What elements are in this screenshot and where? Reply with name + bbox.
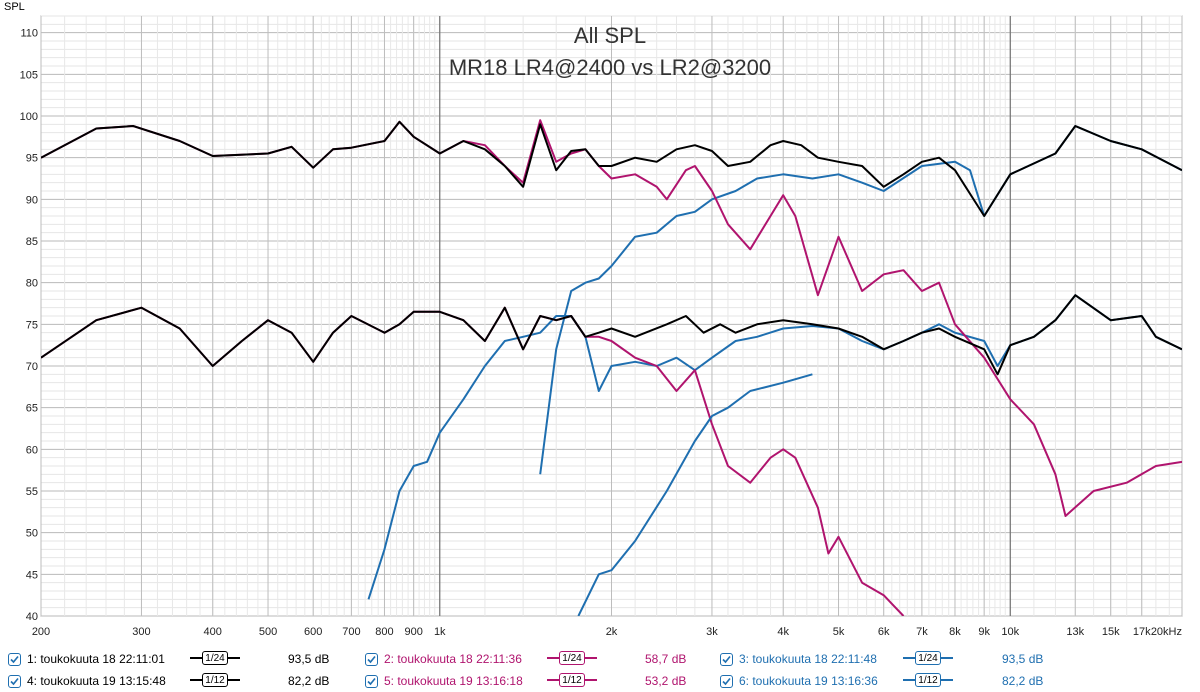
x-tick-label: 6k	[878, 626, 890, 638]
x-tick-label: 3k	[706, 626, 718, 638]
x-tick-label: 9k	[978, 626, 990, 638]
x-tick-label: 5k	[833, 626, 845, 638]
line-swatch	[547, 657, 559, 659]
y-tick-label: 55	[26, 486, 38, 498]
legend-item[interactable]: 5: toukokuuta 19 13:16:18	[365, 672, 523, 690]
x-tick-label: 4k	[777, 626, 789, 638]
line-swatch	[190, 679, 202, 681]
checkbox-checked-icon[interactable]	[720, 652, 733, 666]
legend-label: 6: toukokuuta 19 13:16:36	[739, 674, 878, 688]
y-tick-label: 100	[20, 111, 38, 123]
smoothing-label: 1/12	[202, 673, 228, 687]
x-tick-label: 900	[404, 626, 422, 638]
legend-label: 3: toukokuuta 18 22:11:48	[739, 652, 877, 666]
checkbox-checked-icon[interactable]	[720, 674, 733, 688]
smoothing-label: 1/24	[202, 651, 228, 665]
legend-label: 4: toukokuuta 19 13:15:48	[27, 674, 166, 688]
x-tick-label: 800	[375, 626, 393, 638]
y-tick-label: 105	[20, 69, 38, 81]
smoothing-label: 1/12	[559, 673, 585, 687]
line-swatch	[547, 679, 559, 681]
legend-value: 93,5 dB	[288, 652, 330, 666]
line-swatch	[228, 679, 240, 681]
y-axis-label: SPL	[4, 1, 25, 13]
x-tick-label: 10k	[1001, 626, 1019, 638]
line-swatch	[585, 679, 597, 681]
smoothing-label: 1/24	[559, 651, 585, 665]
checkbox-checked-icon[interactable]	[8, 674, 21, 688]
axes: 40 45 50 55 60 65 70 75 80 85 90 95 100 105 110 200 300 4…	[20, 28, 1182, 638]
x-tick-label: 13k	[1066, 626, 1084, 638]
smoothing-selector[interactable]: 1/24	[547, 649, 597, 667]
line-swatch	[585, 657, 597, 659]
legend-label: 2: toukokuuta 18 22:11:36	[384, 652, 522, 666]
smoothing-label: 1/12	[915, 673, 941, 687]
series-layer	[41, 119, 1182, 616]
chart-subtitle: MR18 LR4@2400 vs LR2@3200	[449, 55, 771, 80]
legend-value: 82,2 dB	[288, 674, 330, 688]
x-tick-label: 600	[304, 626, 322, 638]
series-line	[41, 120, 1182, 217]
legend-label: 1: toukokuuta 18 22:11:01	[27, 652, 165, 666]
legend-label: 5: toukokuuta 19 13:16:18	[384, 674, 523, 688]
x-tick-label: 500	[259, 626, 277, 638]
x-tick-label: 8k	[949, 626, 961, 638]
y-tick-label: 110	[20, 28, 38, 40]
line-swatch	[903, 679, 915, 681]
legend-value: 53,2 dB	[645, 674, 687, 688]
series-line	[41, 294, 1182, 376]
legend-value: 82,2 dB	[1002, 674, 1044, 688]
x-tick-label: 400	[204, 626, 222, 638]
y-tick-label: 80	[26, 278, 38, 290]
legend-item[interactable]: 3: toukokuuta 18 22:11:48	[720, 650, 877, 668]
x-tick-label: 2k	[606, 626, 618, 638]
checkbox-checked-icon[interactable]	[365, 674, 378, 688]
legend-value: 93,5 dB	[1002, 652, 1044, 666]
smoothing-selector[interactable]: 1/12	[903, 671, 953, 689]
checkbox-checked-icon[interactable]	[365, 652, 378, 666]
smoothing-selector[interactable]: 1/12	[190, 671, 240, 689]
x-tick-label: 700	[342, 626, 360, 638]
legend-item[interactable]: 2: toukokuuta 18 22:11:36	[365, 650, 522, 668]
y-tick-label: 45	[26, 569, 38, 581]
y-tick-label: 75	[26, 319, 38, 331]
y-tick-label: 60	[26, 444, 38, 456]
line-swatch	[903, 657, 915, 659]
x-tick-label: 17k	[1133, 626, 1151, 638]
x-tick-label: 7k	[916, 626, 928, 638]
grid	[40, 15, 1183, 617]
legend-value: 58,7 dB	[645, 652, 687, 666]
smoothing-selector[interactable]: 1/24	[190, 649, 240, 667]
checkbox-checked-icon[interactable]	[8, 652, 21, 666]
smoothing-selector[interactable]: 1/24	[903, 649, 953, 667]
smoothing-label: 1/24	[915, 651, 941, 665]
legend-row: 1: toukokuuta 18 22:11:01 1/24 93,5 dB 2: t…	[0, 648, 1200, 670]
series-line	[577, 373, 813, 616]
legend-item[interactable]: 4: toukokuuta 19 13:15:48	[8, 672, 166, 690]
chart-title: All SPL	[574, 23, 646, 48]
line-swatch	[228, 657, 240, 659]
x-tick-label: 15k	[1102, 626, 1120, 638]
legend-item[interactable]: 1: toukokuuta 18 22:11:01	[8, 650, 165, 668]
y-tick-label: 50	[26, 528, 38, 540]
y-tick-label: 85	[26, 236, 38, 248]
y-tick-label: 95	[26, 153, 38, 165]
x-tick-label: 20kHz	[1151, 626, 1182, 638]
y-tick-label: 40	[26, 611, 38, 623]
y-tick-label: 90	[26, 194, 38, 206]
smoothing-selector[interactable]: 1/12	[547, 671, 597, 689]
x-tick-label: 1k	[434, 626, 446, 638]
legend-row: 4: toukokuuta 19 13:15:48 1/12 82,2 dB 5: t…	[0, 670, 1200, 692]
line-swatch	[941, 657, 953, 659]
y-tick-label: 65	[26, 403, 38, 415]
x-tick-label: 200	[32, 626, 50, 638]
y-tick-label: 70	[26, 361, 38, 373]
x-tick-label: 300	[132, 626, 150, 638]
legend-item[interactable]: 6: toukokuuta 19 13:16:36	[720, 672, 878, 690]
line-swatch	[941, 679, 953, 681]
line-swatch	[190, 657, 202, 659]
